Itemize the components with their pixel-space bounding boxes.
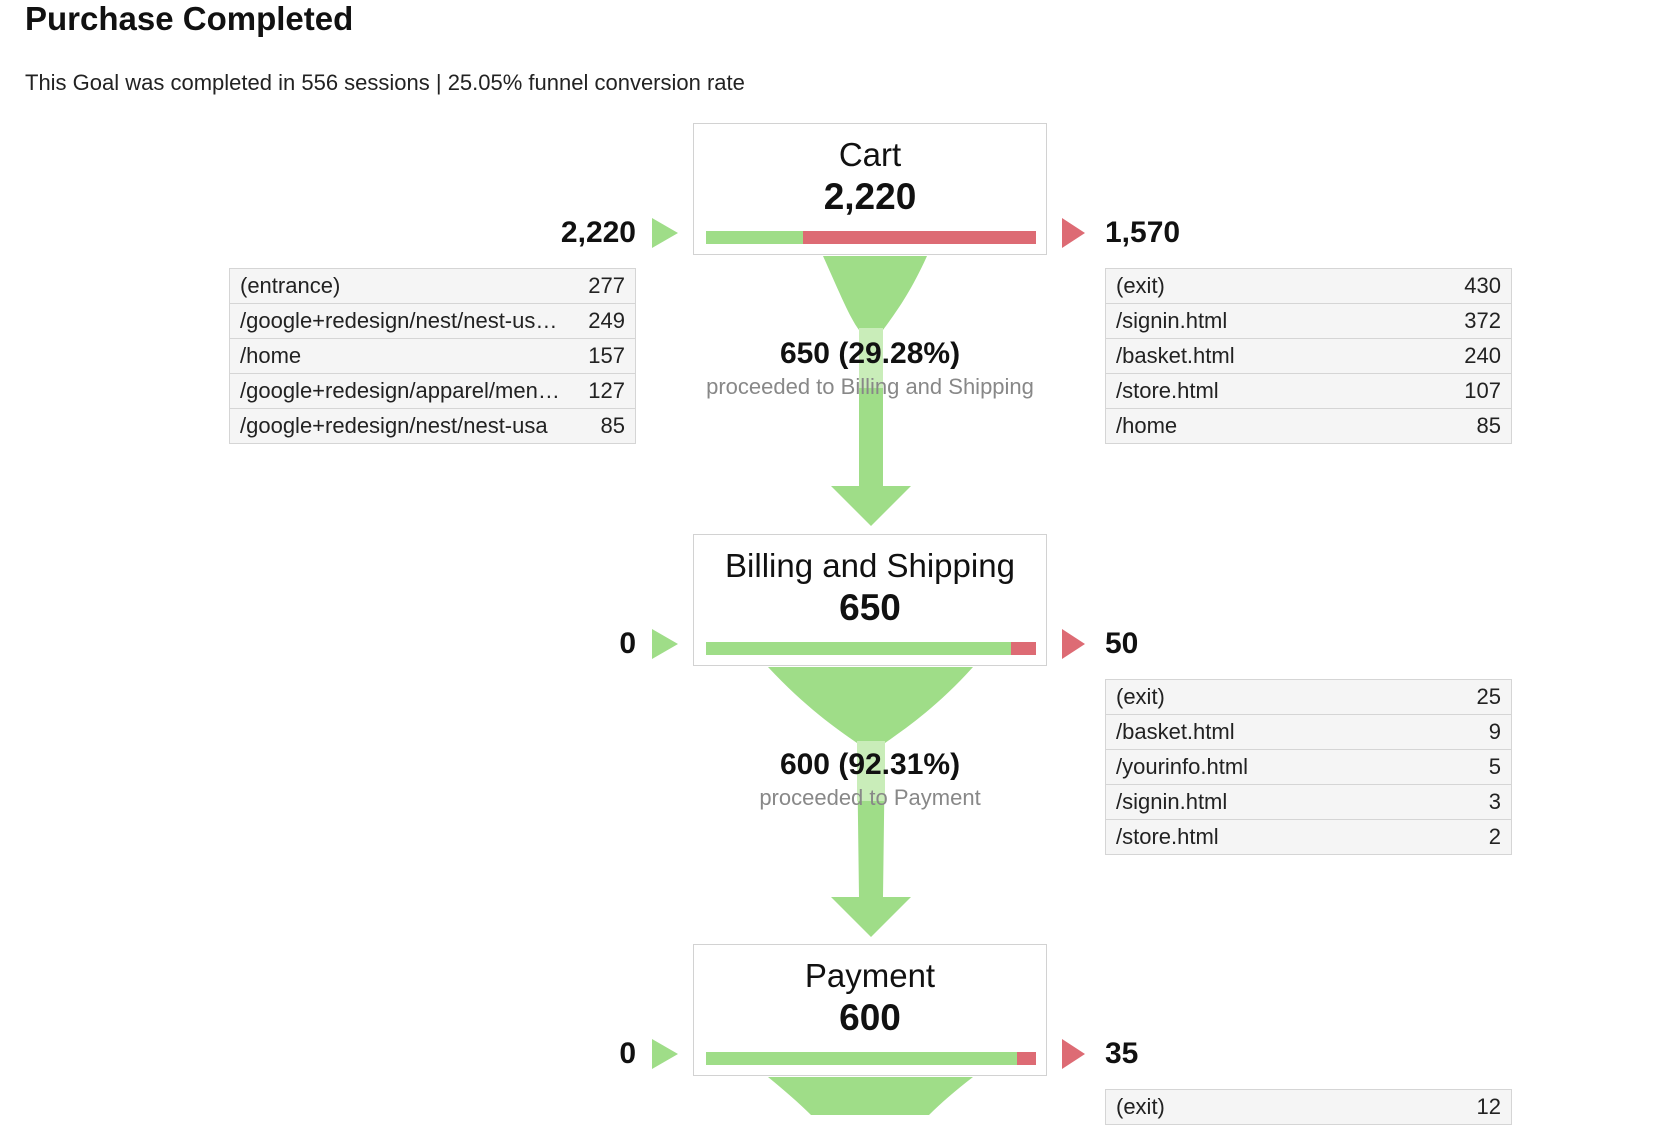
step-name: Billing and Shipping — [725, 547, 1015, 584]
table-row[interactable]: (exit) 25 — [1106, 680, 1511, 715]
row-path: /google+redesign/nest/nest-usa — [240, 413, 548, 438]
entries-total: 0 — [619, 627, 636, 660]
table-row[interactable]: /basket.html 9 — [1106, 715, 1511, 750]
proceeded-label: proceeded to Billing and Shipping — [706, 374, 1034, 399]
row-path: /basket.html — [1116, 343, 1235, 368]
page-title: Purchase Completed — [25, 0, 354, 37]
row-value: 5 — [1488, 754, 1501, 779]
step-progress-bar — [706, 231, 1036, 244]
row-value: 85 — [600, 413, 625, 438]
entry-arrow-icon — [652, 629, 678, 659]
row-path: /home — [1116, 413, 1178, 438]
funnel-step-cart[interactable]: Cart 2,220 — [693, 123, 1047, 255]
row-value: 25 — [1476, 684, 1501, 709]
step-progress-bar — [706, 1052, 1036, 1065]
table-row[interactable]: /signin.html 3 — [1106, 785, 1511, 820]
row-value: 430 — [1464, 273, 1501, 298]
table-row[interactable]: /store.html 107 — [1106, 374, 1511, 409]
row-path: /store.html — [1116, 378, 1219, 403]
table-row[interactable]: (exit) 12 — [1106, 1090, 1511, 1125]
table-row[interactable]: /google+redesign/apparel/men… 127 — [230, 374, 635, 409]
table-row[interactable]: /home 85 — [1106, 409, 1511, 444]
table-row[interactable]: /google+redesign/nest/nest-us… 249 — [230, 304, 635, 339]
entry-arrow-icon — [652, 1039, 678, 1069]
entries-total: 2,220 — [560, 216, 636, 249]
row-path: /yourinfo.html — [1116, 754, 1249, 779]
step-count: 2,220 — [823, 176, 917, 217]
row-path: /google+redesign/apparel/men… — [240, 378, 560, 403]
row-path: /google+redesign/nest/nest-us… — [240, 308, 558, 333]
table-row[interactable]: /home 157 — [230, 339, 635, 374]
proceeded-count: 650 (29.28%) — [779, 337, 961, 370]
step-name: Payment — [804, 957, 936, 994]
funnel-flow-graphic — [768, 1077, 973, 1115]
step-progress-bar — [706, 642, 1036, 655]
exit-arrow-icon — [1062, 1039, 1085, 1069]
row-value: 240 — [1464, 343, 1501, 368]
row-path: /signin.html — [1116, 789, 1228, 814]
entrance-sources-table: (entrance) 277 /google+redesign/nest/nest… — [229, 268, 636, 444]
row-path: (exit) — [1116, 684, 1165, 709]
row-value: 127 — [588, 378, 625, 403]
funnel-step-billing-and-shipping[interactable]: Billing and Shipping 650 — [693, 534, 1047, 666]
row-path: /signin.html — [1116, 308, 1228, 333]
exit-destinations-table: (exit) 12 — [1105, 1089, 1512, 1125]
proceeded-count: 600 (92.31%) — [779, 748, 961, 781]
row-path: /home — [240, 343, 302, 368]
row-path: (entrance) — [240, 273, 341, 298]
proceeded-label: proceeded to Payment — [759, 785, 981, 810]
exit-arrow-icon — [1062, 218, 1085, 248]
table-row[interactable]: /yourinfo.html 5 — [1106, 750, 1511, 785]
row-value: 157 — [588, 343, 625, 368]
table-row[interactable]: (entrance) 277 — [230, 269, 635, 304]
step-progress-fill — [706, 1052, 1017, 1065]
row-value: 277 — [588, 273, 625, 298]
exits-total: 1,570 — [1105, 216, 1181, 249]
entries-total: 0 — [619, 1037, 636, 1070]
funnel-flow-graphic — [768, 667, 973, 937]
goal-summary: This Goal was completed in 556 sessions … — [25, 70, 745, 95]
table-row[interactable]: /basket.html 240 — [1106, 339, 1511, 374]
step-count: 600 — [839, 997, 901, 1038]
row-value: 9 — [1488, 719, 1501, 744]
row-value: 249 — [588, 308, 625, 333]
entry-arrow-icon — [652, 218, 678, 248]
row-value: 3 — [1488, 789, 1501, 814]
step-progress-fill — [706, 642, 1011, 655]
row-path: (exit) — [1116, 273, 1165, 298]
step-count: 650 — [839, 587, 901, 628]
row-path: /basket.html — [1116, 719, 1235, 744]
table-row[interactable]: /store.html 2 — [1106, 820, 1511, 855]
funnel-flow-graphic — [823, 256, 927, 526]
row-path: /store.html — [1116, 824, 1219, 849]
exit-destinations-table: (exit) 25 /basket.html 9 /yourinfo.html 5 /… — [1105, 679, 1512, 855]
step-progress-fill — [706, 231, 803, 244]
exit-arrow-icon — [1062, 629, 1085, 659]
row-value: 12 — [1476, 1094, 1501, 1119]
table-row[interactable]: /signin.html 372 — [1106, 304, 1511, 339]
row-value: 85 — [1476, 413, 1501, 438]
table-row[interactable]: (exit) 430 — [1106, 269, 1511, 304]
funnel-step-payment[interactable]: Payment 600 — [693, 944, 1047, 1076]
row-value: 107 — [1464, 378, 1501, 403]
exits-total: 35 — [1105, 1037, 1139, 1070]
exit-destinations-table: (exit) 430 /signin.html 372 /basket.html 24… — [1105, 268, 1512, 444]
step-name: Cart — [838, 136, 902, 173]
row-path: (exit) — [1116, 1094, 1165, 1119]
exits-total: 50 — [1105, 627, 1139, 660]
table-row[interactable]: /google+redesign/nest/nest-usa 85 — [230, 409, 635, 444]
row-value: 372 — [1464, 308, 1501, 333]
row-value: 2 — [1488, 824, 1501, 849]
